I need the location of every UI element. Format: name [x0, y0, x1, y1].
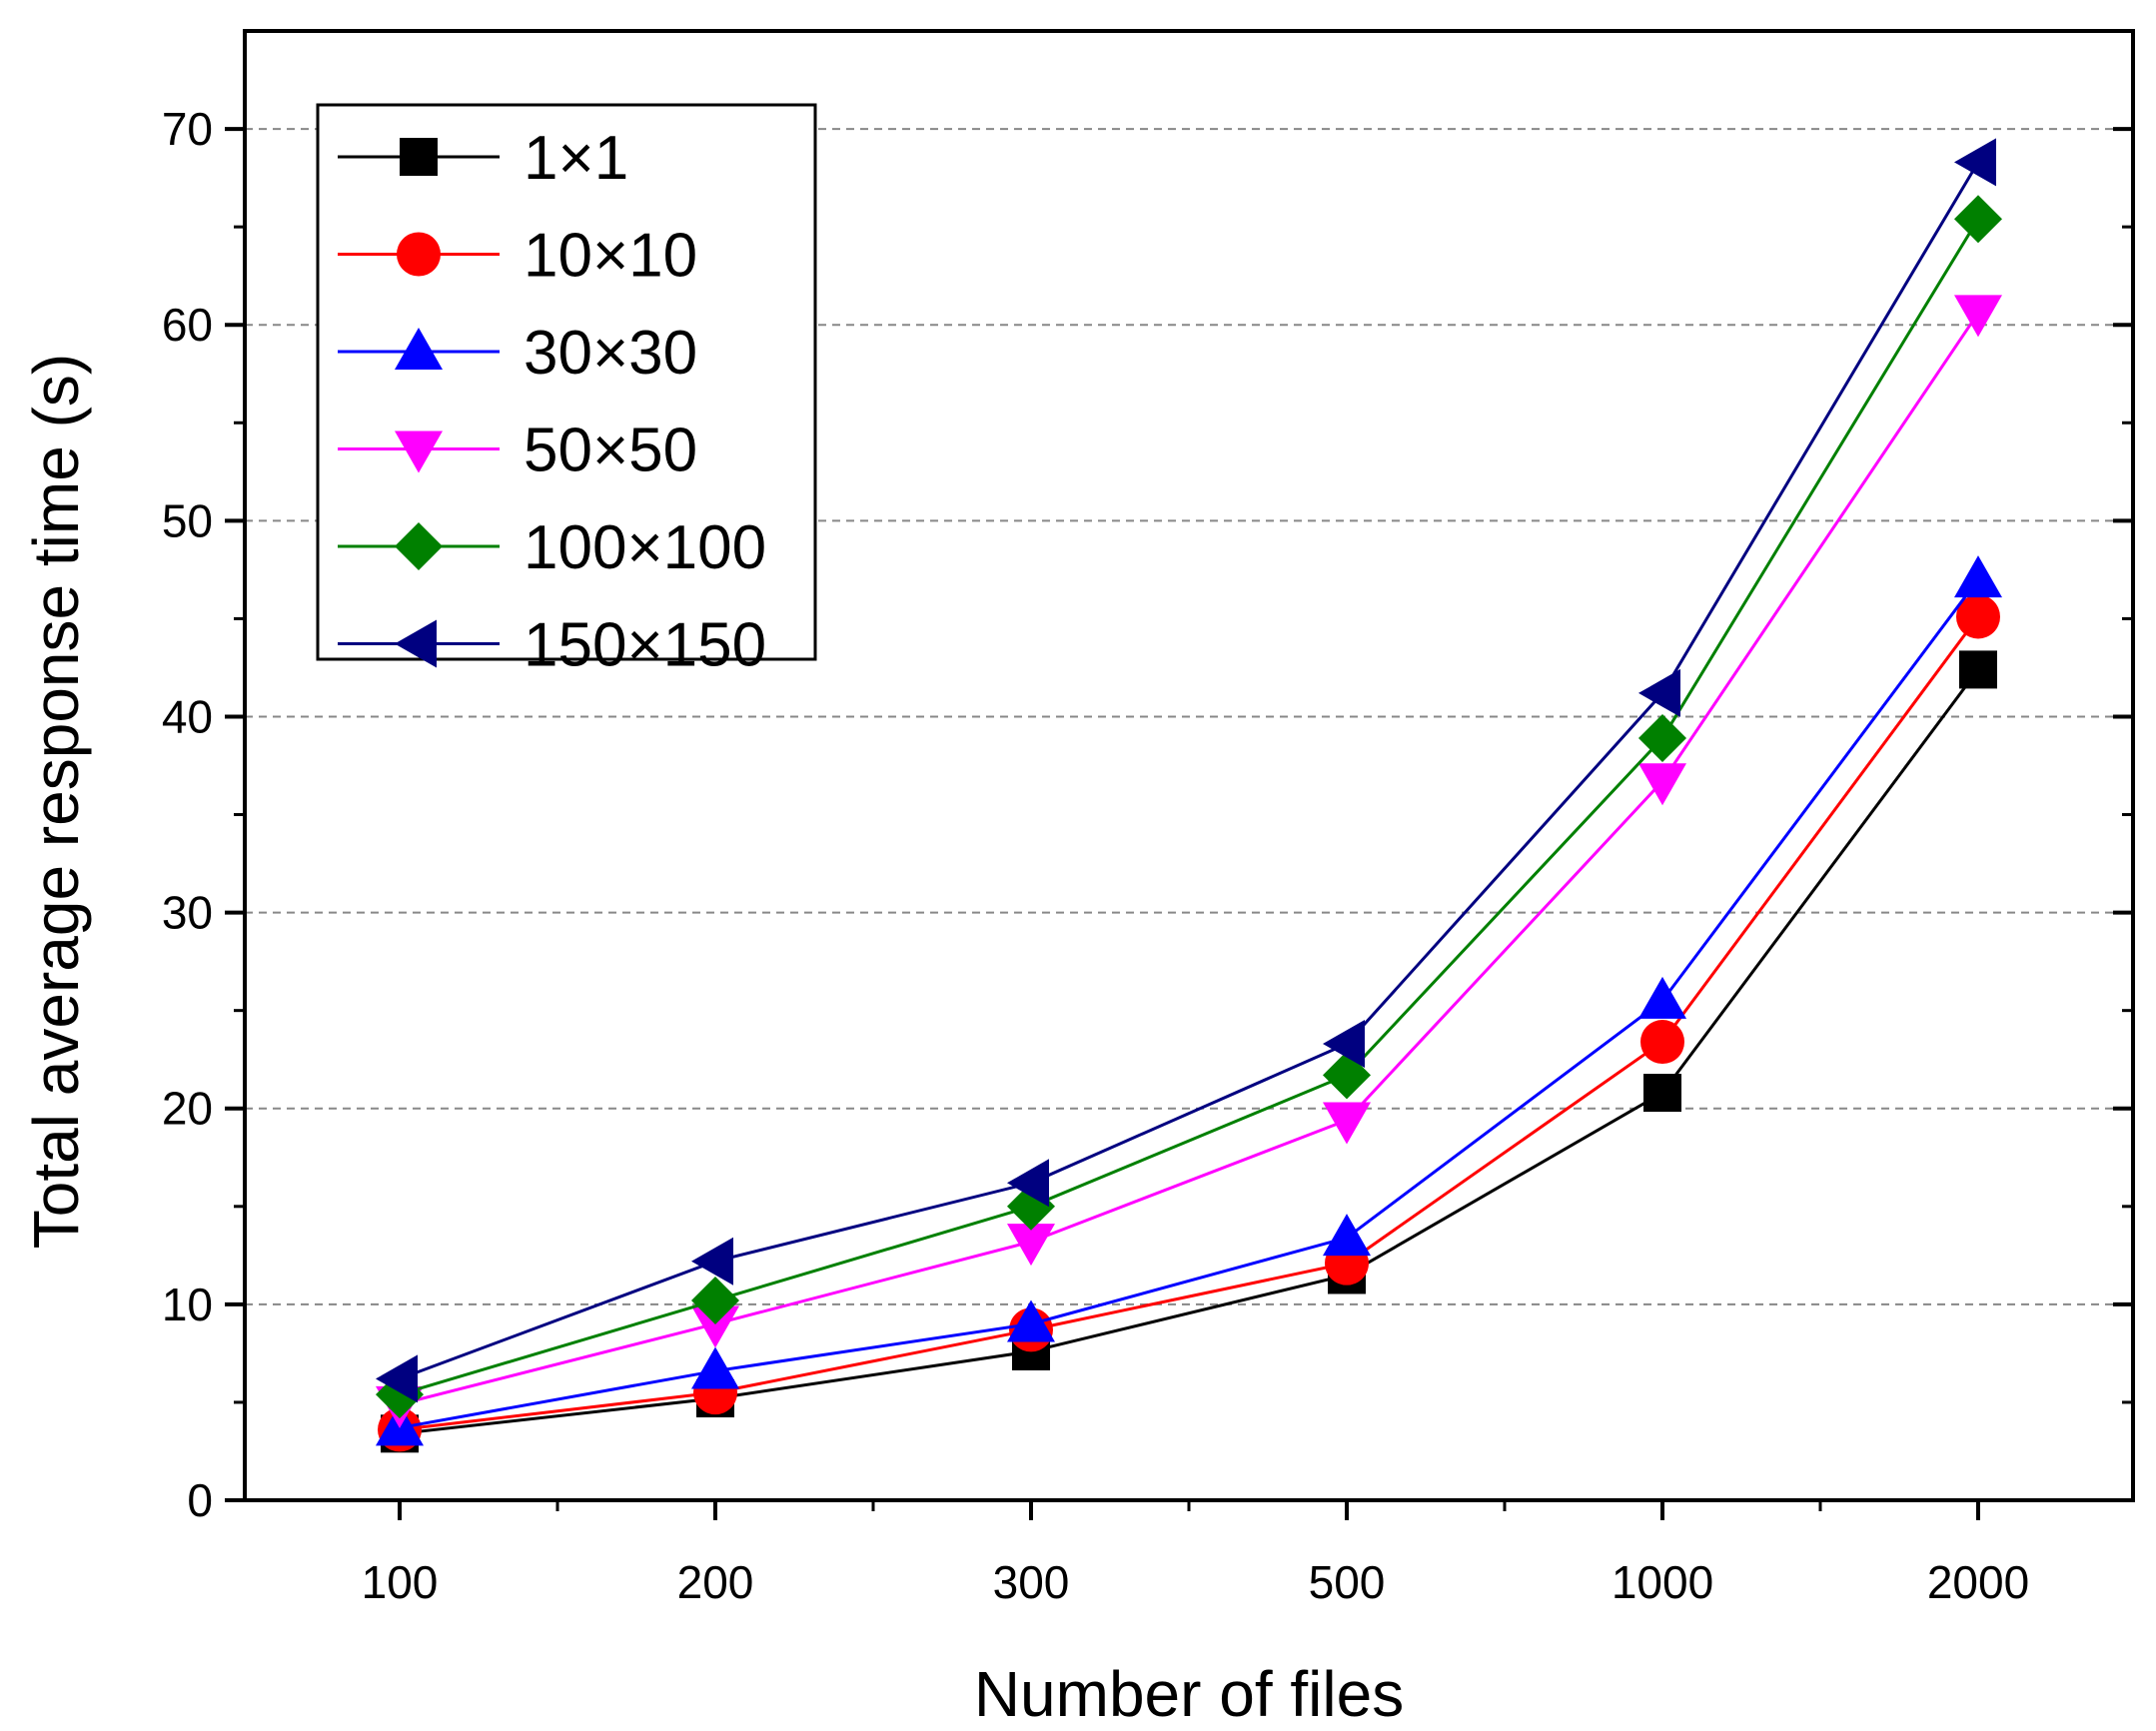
data-point [1638, 714, 1686, 763]
data-point [1954, 195, 2002, 244]
legend-item: 10×10 [338, 222, 697, 291]
legend-marker [397, 232, 441, 277]
series-line [399, 218, 1980, 1396]
x-axis-title: Number of files [974, 1658, 1404, 1730]
series-4 [376, 195, 2002, 1419]
x-tick-label: 100 [362, 1556, 439, 1608]
legend-marker [395, 522, 443, 570]
legend: 1×1 10×10 30×30 50×50 100×100 150×150 [316, 103, 817, 680]
data-point [1959, 650, 1997, 689]
legend-marker [395, 328, 443, 370]
legend-label: 100×100 [524, 513, 766, 582]
data-point [691, 1237, 733, 1286]
legend-label: 30×30 [524, 319, 697, 388]
data-point [1954, 555, 2002, 598]
x-tick-label: 2000 [1927, 1556, 2029, 1608]
legend-label: 10×10 [524, 222, 697, 291]
y-tick-label: 30 [162, 887, 213, 939]
data-point [1954, 295, 2002, 338]
y-tick-label: 40 [162, 690, 213, 742]
legend-item: 150×150 [338, 611, 766, 680]
x-tick-label: 200 [677, 1556, 754, 1608]
legend-marker [395, 619, 437, 668]
series-line [399, 668, 1980, 1435]
y-axis-title: Total average response time (s) [20, 354, 92, 1249]
legend-item: 100×100 [338, 513, 766, 582]
y-tick-label: 10 [162, 1279, 213, 1330]
data-point [1638, 976, 1686, 1019]
data-point [691, 1346, 739, 1389]
legend-marker [395, 431, 443, 473]
data-point [1643, 1074, 1681, 1113]
data-point [376, 1354, 418, 1403]
data-point [1007, 1159, 1049, 1208]
y-tick-label: 0 [187, 1474, 213, 1526]
x-tick-label: 1000 [1612, 1556, 1713, 1608]
x-tick-label: 300 [993, 1556, 1070, 1608]
y-tick-label: 50 [162, 494, 213, 546]
data-point [1007, 1224, 1055, 1267]
legend-label: 1×1 [524, 124, 628, 193]
data-point [1323, 1020, 1365, 1069]
legend-label: 50×50 [524, 417, 697, 485]
data-point [691, 1276, 739, 1324]
data-point [691, 1305, 739, 1348]
data-point [1323, 1214, 1371, 1257]
series-line [399, 615, 1980, 1431]
x-tick-label: 500 [1309, 1556, 1386, 1608]
series-line [399, 578, 1980, 1429]
data-point [1007, 1299, 1055, 1342]
y-tick-label: 60 [162, 299, 213, 351]
data-point [1638, 668, 1680, 717]
series-line [399, 312, 1980, 1406]
legend-label: 150×150 [524, 611, 766, 680]
data-point [1638, 763, 1686, 806]
data-point [1956, 594, 2000, 639]
data-point [1954, 138, 1996, 187]
legend-marker [400, 138, 438, 176]
data-point [1323, 1102, 1371, 1145]
data-point [1640, 1020, 1684, 1065]
legend-item: 30×30 [338, 319, 697, 388]
series-layer [376, 138, 2002, 1453]
y-tick-label: 20 [162, 1083, 213, 1135]
gridlines [245, 128, 2133, 1305]
axis-ticks: 0 10 20 30 40 50 60 70 100 200 300 500 1000 2000 [162, 103, 2133, 1608]
legend-item: 50×50 [338, 417, 697, 485]
series-line [399, 161, 1980, 1380]
y-tick-label: 70 [162, 103, 213, 155]
legend-box [316, 103, 817, 661]
legend-item: 1×1 [338, 124, 628, 193]
series-5 [376, 138, 1996, 1403]
